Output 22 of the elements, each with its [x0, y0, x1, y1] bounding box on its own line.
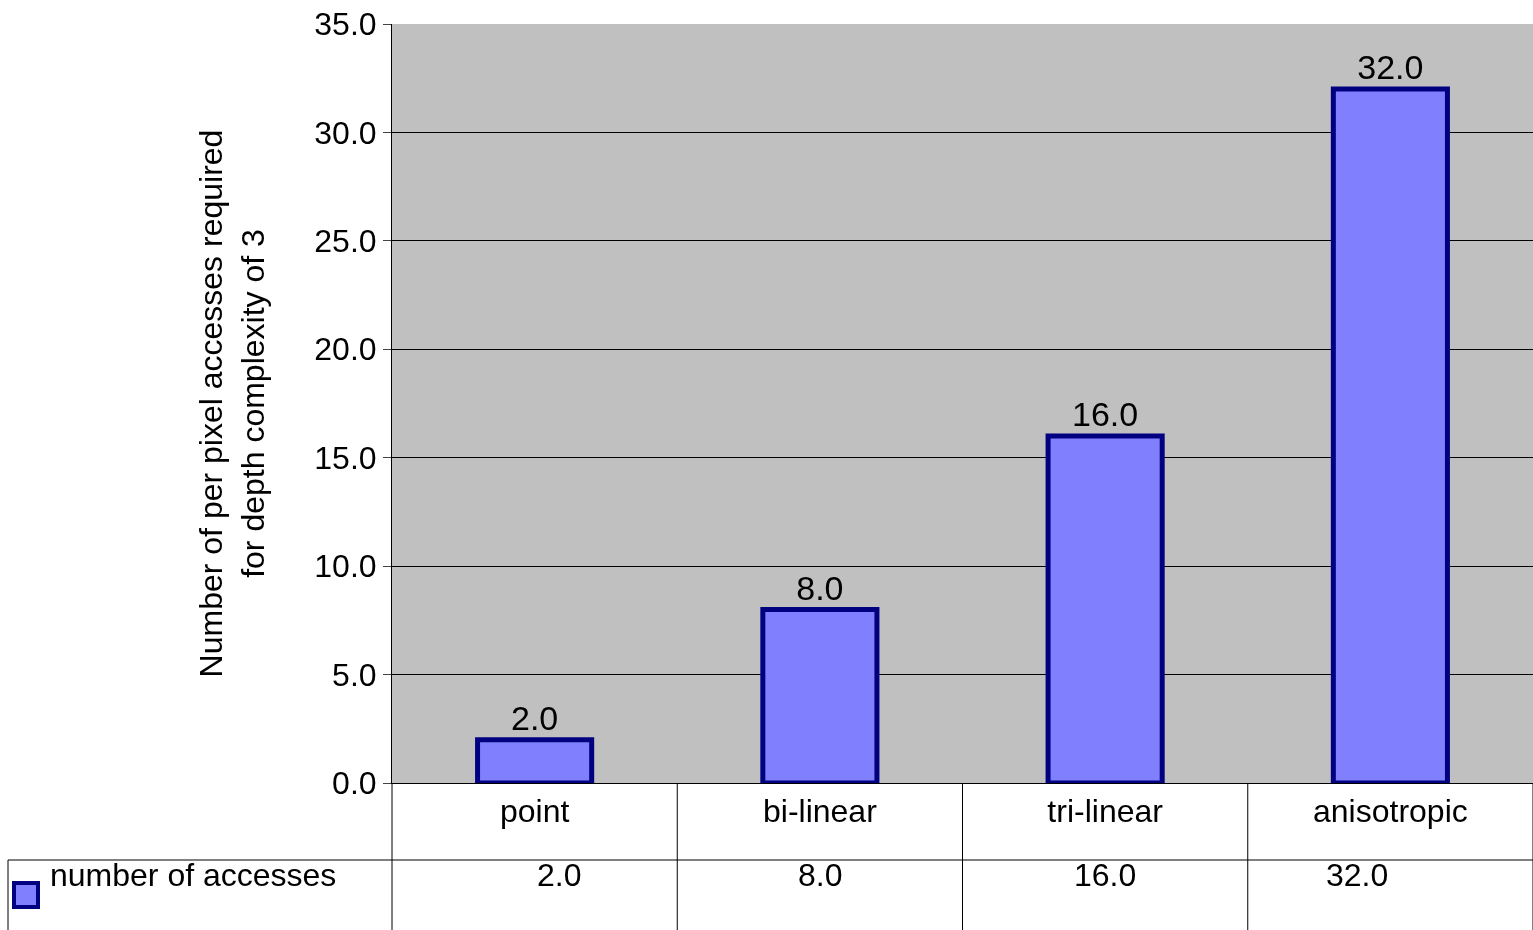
x-tick-label: anisotropic: [1313, 793, 1468, 830]
y-tick-label: 25.0: [314, 223, 377, 260]
data-label: 32.0: [1326, 857, 1389, 893]
y-tick-label: 10.0: [314, 548, 377, 585]
y-tick-label: 5.0: [332, 656, 377, 693]
text: 2.0: [510, 698, 559, 737]
y-axis-title: Number of per pixel accesses required for depth complexity of 3: [193, 129, 271, 678]
y-tick-label: 35.0: [314, 6, 377, 43]
text: 16.0: [1072, 395, 1139, 434]
x-tick-label: point: [499, 793, 570, 830]
data-label: 16.0: [1074, 857, 1137, 893]
text: 8.0: [796, 568, 844, 607]
x-tick-label: bi-linear: [762, 793, 878, 830]
legend-label: number of accesses: [50, 857, 337, 893]
data-label: 8.0: [798, 857, 843, 893]
x-tick-label: tri-linear: [1047, 793, 1164, 830]
y-tick-label: 20.0: [314, 331, 377, 368]
y-tick-label: 30.0: [314, 114, 377, 151]
y-tick-label: 0.0: [332, 765, 377, 802]
text: 32.0: [1357, 48, 1424, 87]
y-tick-label: 15.0: [314, 439, 377, 476]
data-label: 2.0: [537, 857, 582, 893]
